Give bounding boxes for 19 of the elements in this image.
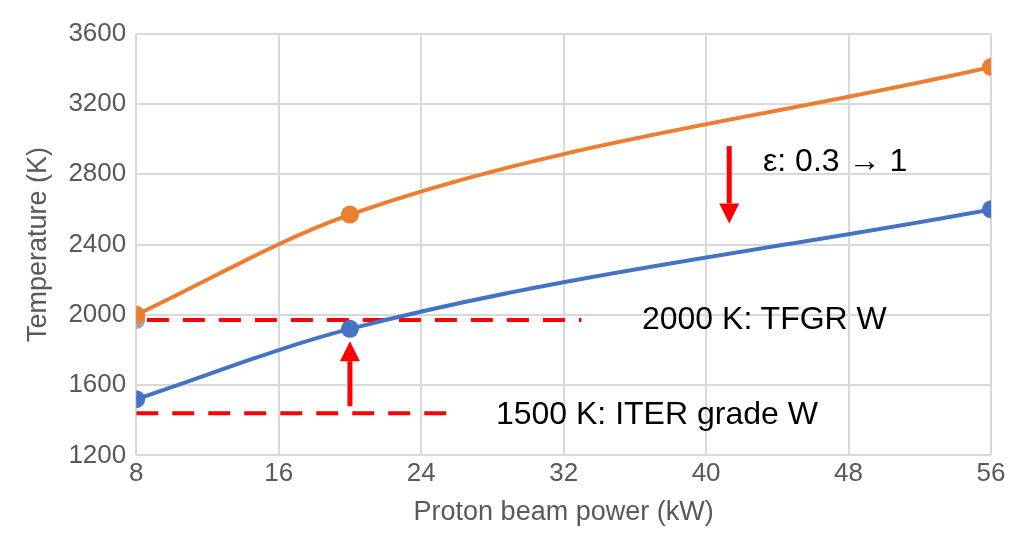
y-axis-title: Temperature (K) xyxy=(21,146,52,343)
x-tick-label: 16 xyxy=(264,457,294,488)
x-tick-label: 56 xyxy=(976,457,1006,488)
x-axis-title: Proton beam power (kW) xyxy=(413,496,714,527)
x-tick-label: 8 xyxy=(129,457,144,488)
x-tick-label: 48 xyxy=(834,457,863,488)
y-tick-label: 2400 xyxy=(68,227,127,258)
x-tick-label: 32 xyxy=(549,457,579,488)
annotation: 2000 K: TFGR W xyxy=(641,299,888,336)
x-tick-label: 40 xyxy=(691,457,721,488)
y-tick-label: 3600 xyxy=(68,16,127,47)
y-tick-label: 3200 xyxy=(68,87,127,118)
annotation: 1500 K: ITER grade W xyxy=(495,394,819,431)
y-tick-label: 2800 xyxy=(68,157,127,188)
y-tick-label: 1200 xyxy=(68,438,127,469)
annotation: ε: 0.3 → 1 xyxy=(763,141,908,178)
y-tick-label: 1600 xyxy=(68,368,127,399)
y-tick-label: 2000 xyxy=(68,297,127,328)
x-tick-label: 24 xyxy=(406,457,436,488)
